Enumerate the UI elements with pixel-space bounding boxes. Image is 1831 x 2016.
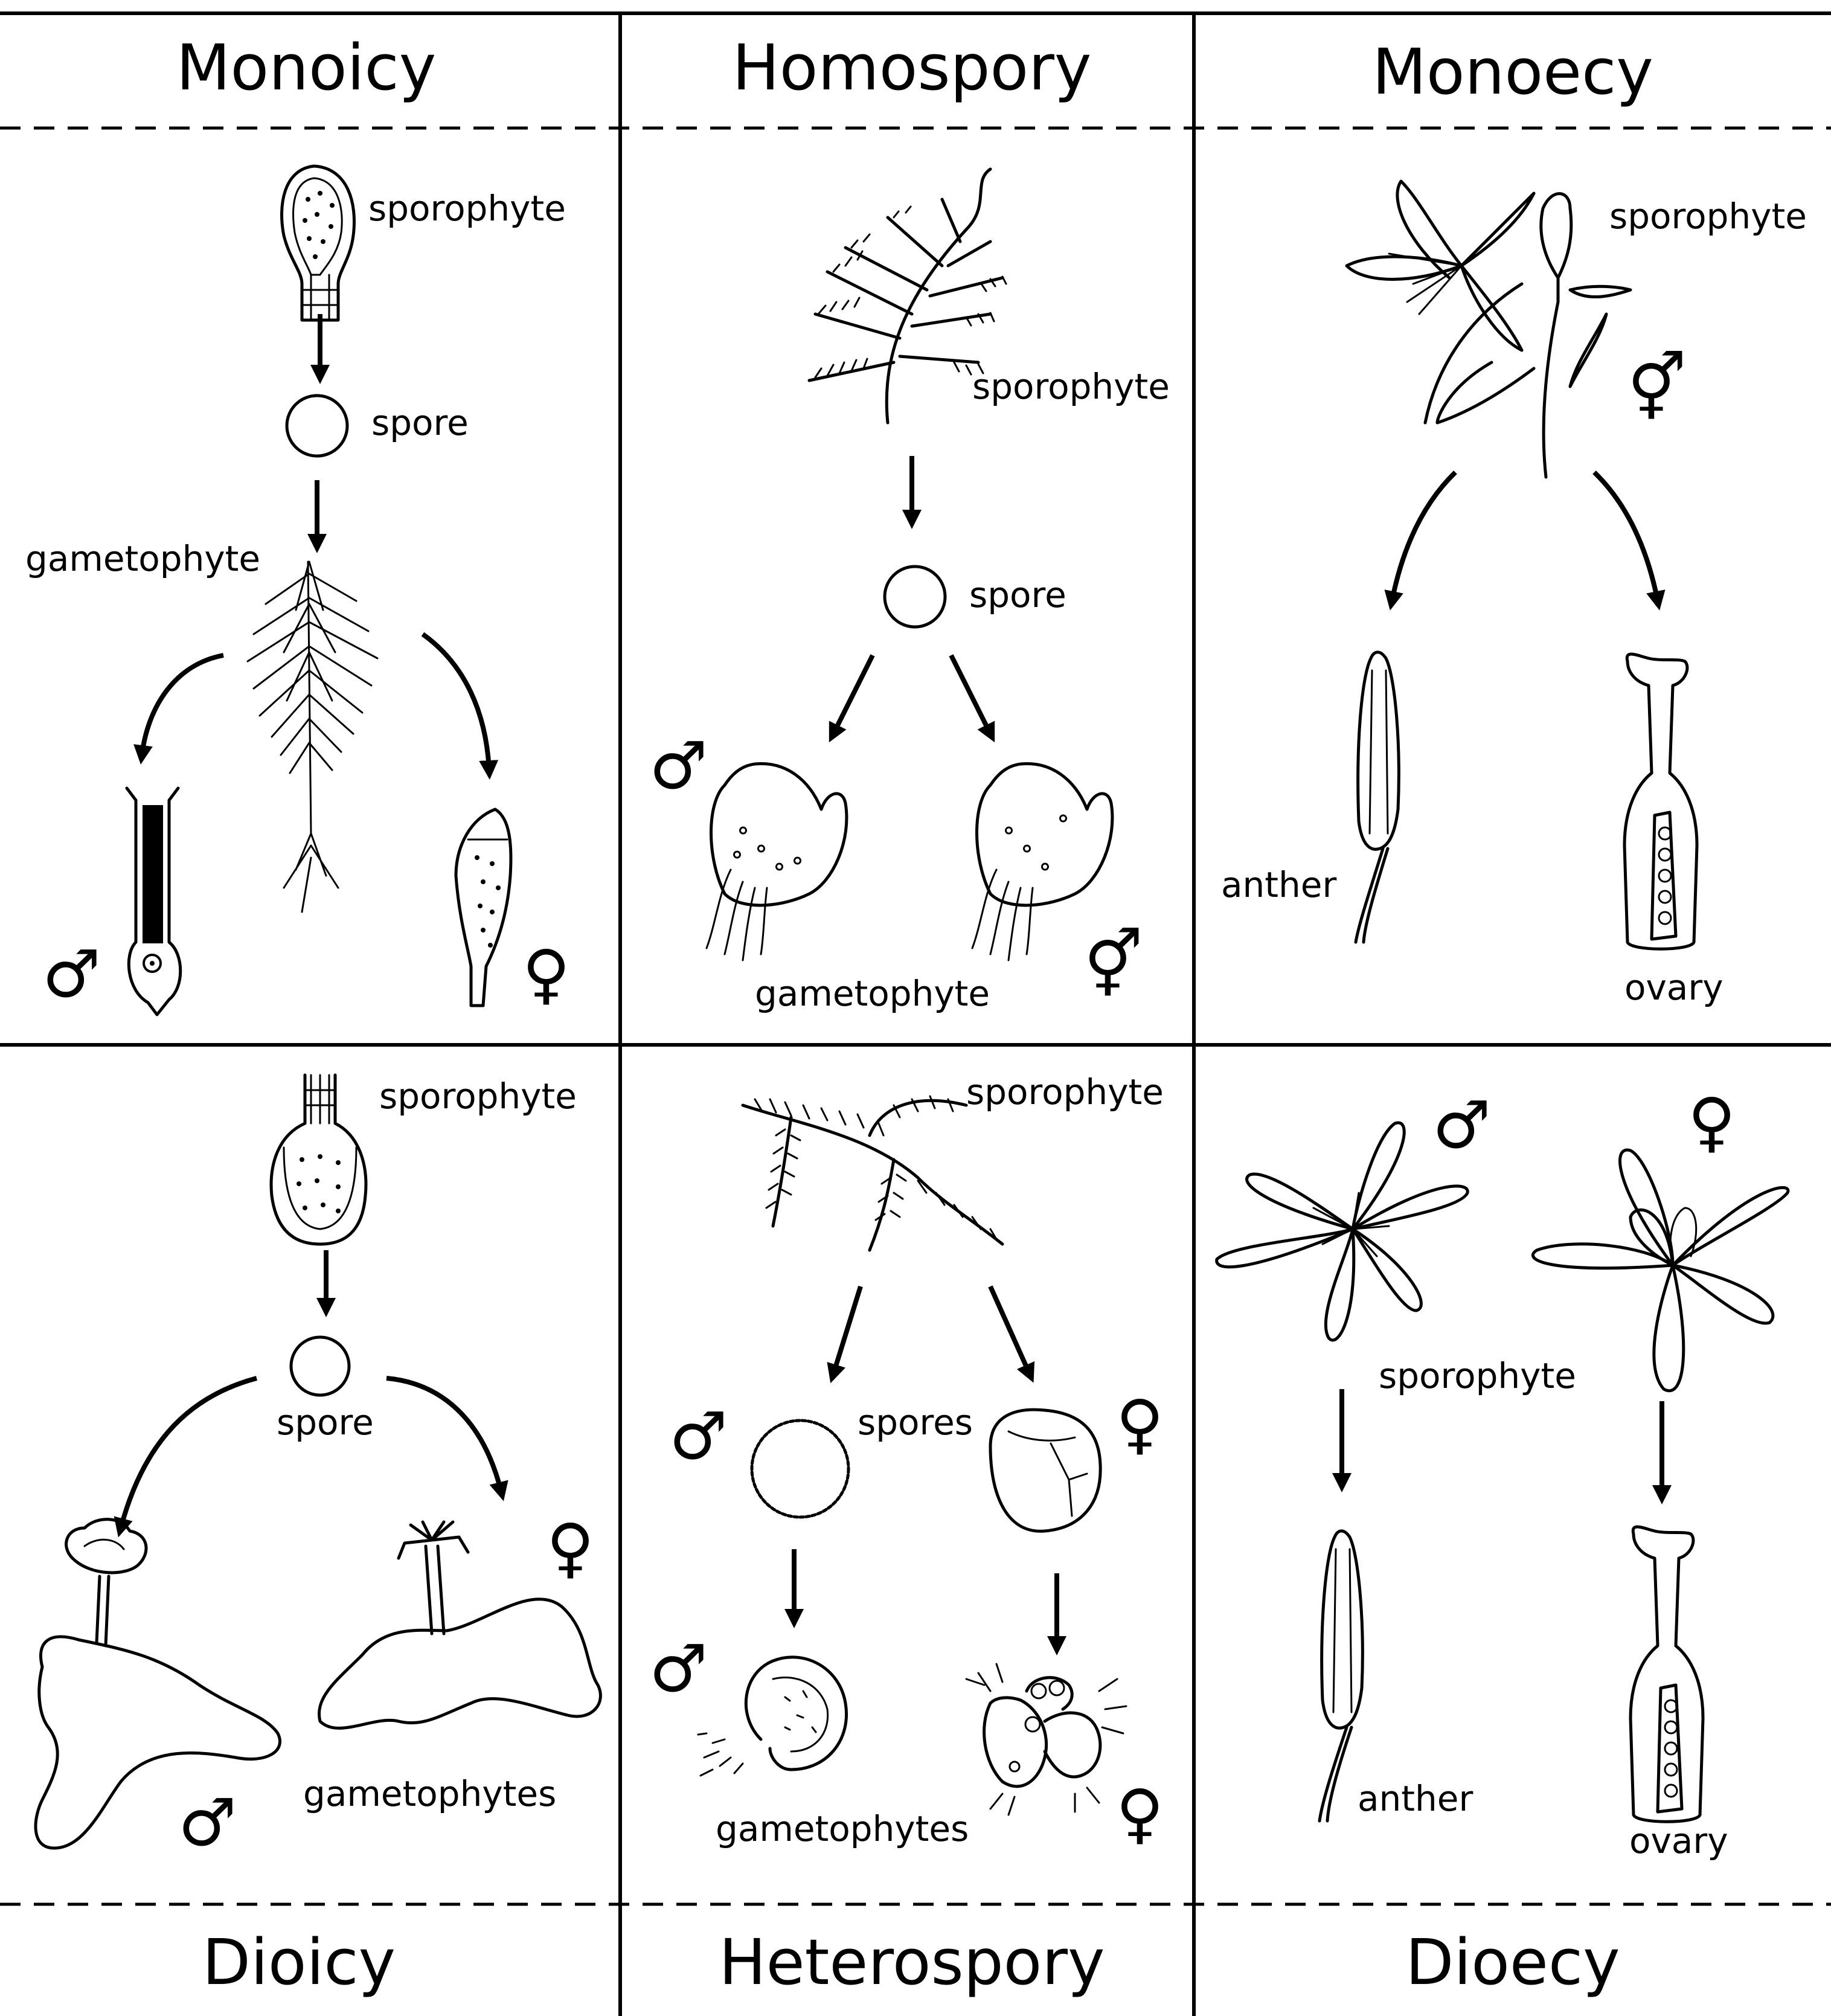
arrow-to-megaspore	[988, 1285, 1035, 1383]
anther-illustration	[1318, 1529, 1364, 1823]
fern-sporophyte-illustration	[807, 167, 1007, 425]
arrow-to-male-gametangium	[133, 653, 224, 765]
label-sporophyte: sporophyte	[972, 366, 1170, 407]
arrow-to-male-gametophyte	[114, 1376, 258, 1538]
label-ovary: ovary	[1624, 967, 1724, 1008]
label-spore: spore	[969, 574, 1066, 615]
megaspore-illustration	[989, 1408, 1102, 1533]
arrow-to-microspore	[827, 1285, 863, 1384]
ovary-illustration	[1629, 1525, 1705, 1823]
female-symbol: ♀	[547, 1510, 594, 1586]
spore-illustration	[285, 394, 349, 458]
panel-monoecy: sporophyte ⚥ anther ovary	[1221, 179, 1807, 1008]
male-symbol: ♂	[649, 728, 708, 804]
arrow-spore-to-gametophyte-left	[829, 654, 875, 743]
archegonium-illustration	[454, 807, 513, 1007]
male-thallus-illustration	[34, 1518, 281, 1850]
panel-homospory: sporophyte spore ♂ gametophyte ⚥	[649, 167, 1170, 1014]
female-symbol: ♀	[1116, 1776, 1164, 1852]
female-symbol: ♀	[1688, 1085, 1736, 1160]
label-anther: anther	[1358, 1778, 1473, 1819]
grid-frame	[0, 11, 1831, 2016]
label-gametophytes: gametophytes	[716, 1808, 969, 1849]
arrow-spore-to-gametophyte-right	[949, 654, 995, 743]
prothallus-illustration-right	[971, 762, 1114, 961]
spore-illustration	[289, 1335, 351, 1397]
female-symbol: ♀	[1116, 1387, 1164, 1462]
female-gametophyte-illustration	[965, 1663, 1127, 1816]
label-gametophyte: gametophyte	[755, 973, 990, 1014]
arrow-to-female-gametangium	[421, 632, 499, 780]
label-sporophyte: sporophyte	[1379, 1355, 1576, 1396]
prothallus-illustration-left	[705, 762, 848, 961]
title-monoecy: Monoecy	[1372, 35, 1653, 109]
label-sporophyte: sporophyte	[966, 1071, 1164, 1112]
spore-illustration	[883, 565, 947, 629]
bisexual-symbol: ⚥	[1627, 351, 1687, 426]
label-spore: spore	[371, 402, 469, 443]
microspore-illustration	[750, 1419, 850, 1519]
label-sporophyte: sporophyte	[368, 188, 566, 229]
arrow-to-female-gametophyte	[386, 1376, 508, 1501]
male-symbol: ♂	[42, 937, 101, 1012]
male-flower-illustration	[1215, 1121, 1469, 1342]
label-sporophyte: sporophyte	[1609, 196, 1807, 237]
panel-monoicy: sporophyte spore gametophyte ♂	[25, 164, 570, 1016]
panel-dioecy: ♂ ♀ sporophyte anther ovary	[1215, 1085, 1790, 1861]
panel-dioicy: sporophyte spore ♂ ♀ gametophytes	[34, 1073, 602, 1861]
arrow-to-anther	[1384, 470, 1457, 611]
arrow-to-ovary	[1592, 470, 1666, 611]
label-sporophyte: sporophyte	[379, 1076, 577, 1117]
label-gametophyte: gametophyte	[25, 538, 260, 579]
female-flower-illustration	[1531, 1148, 1790, 1393]
antheridium-illustration	[125, 786, 182, 1016]
male-symbol: ♂	[1432, 1088, 1491, 1163]
male-gametophyte-illustration	[697, 1655, 848, 1777]
ovary-illustration	[1623, 652, 1699, 951]
panel-heterospory: sporophyte ♂ spores ♀ ♂ gametophytes	[649, 1071, 1164, 1852]
label-gametophytes: gametophytes	[303, 1773, 556, 1814]
moss-gametophyte-illustration	[246, 560, 379, 913]
liverwort-capsule-illustration	[269, 1073, 368, 1246]
title-monoicy: Monoicy	[176, 31, 437, 104]
male-symbol: ♂	[669, 1399, 728, 1474]
moss-capsule-illustration	[280, 164, 356, 322]
title-dioicy: Dioicy	[202, 1925, 396, 1999]
selaginella-sporophyte-illustration	[741, 1095, 1004, 1252]
label-spore: spore	[277, 1402, 374, 1443]
title-heterospory: Heterospory	[719, 1925, 1105, 1999]
male-symbol: ♂	[649, 1631, 708, 1707]
female-thallus-illustration	[318, 1520, 602, 1730]
title-dioecy: Dioecy	[1405, 1925, 1620, 1999]
male-symbol: ♂	[178, 1785, 237, 1861]
female-symbol: ♀	[522, 937, 570, 1012]
anther-illustration	[1354, 650, 1400, 944]
title-homospory: Homospory	[733, 31, 1092, 104]
label-ovary: ovary	[1629, 1820, 1728, 1861]
label-anther: anther	[1221, 864, 1336, 905]
label-spores: spores	[858, 1402, 973, 1443]
lily-sporophyte-illustration	[1345, 179, 1632, 479]
bisexual-symbol: ⚥	[1084, 928, 1143, 1003]
